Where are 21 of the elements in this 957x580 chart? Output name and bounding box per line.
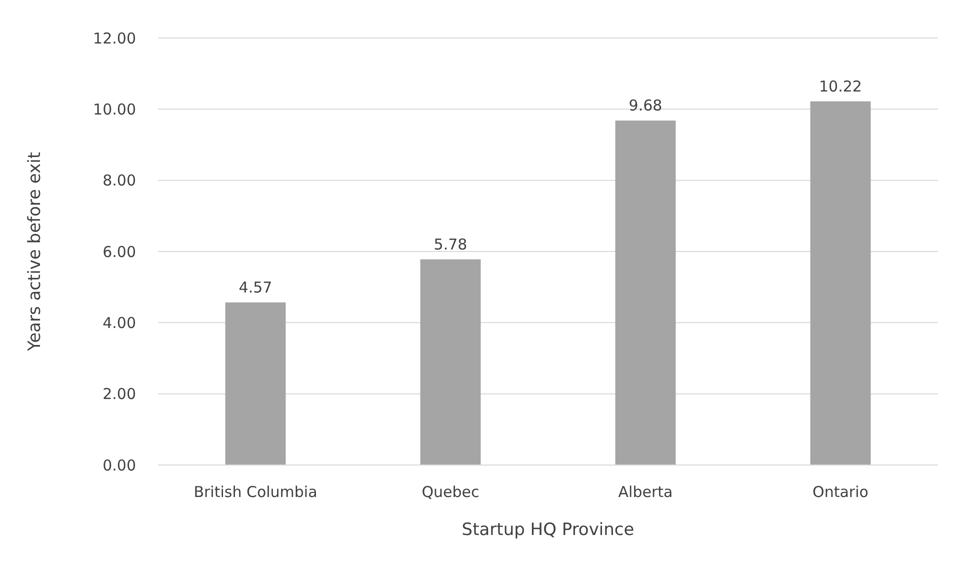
y-tick-label: 8.00 <box>102 172 136 190</box>
bar <box>810 101 871 465</box>
bar <box>420 259 481 465</box>
bar <box>615 120 676 465</box>
y-tick-label: 2.00 <box>102 385 136 404</box>
y-axis-title: Years active before exit <box>25 152 45 352</box>
y-tick-label: 4.00 <box>102 314 136 332</box>
data-label: 4.57 <box>238 278 272 296</box>
y-tick-label: 0.00 <box>102 456 136 474</box>
x-tick-label: Ontario <box>812 483 868 501</box>
x-axis-title: Startup HQ Province <box>462 520 634 540</box>
y-tick-label: 6.00 <box>102 242 136 261</box>
data-label: 5.78 <box>434 235 468 254</box>
data-label: 9.68 <box>628 96 662 115</box>
data-label: 10.22 <box>819 77 862 96</box>
x-tick-label: Quebec <box>422 483 480 501</box>
bar <box>225 302 286 465</box>
x-tick-label: British Columbia <box>194 483 318 501</box>
x-tick-label: Alberta <box>618 483 673 501</box>
y-tick-label: 12.00 <box>93 29 136 48</box>
y-tick-label: 10.00 <box>93 100 136 118</box>
